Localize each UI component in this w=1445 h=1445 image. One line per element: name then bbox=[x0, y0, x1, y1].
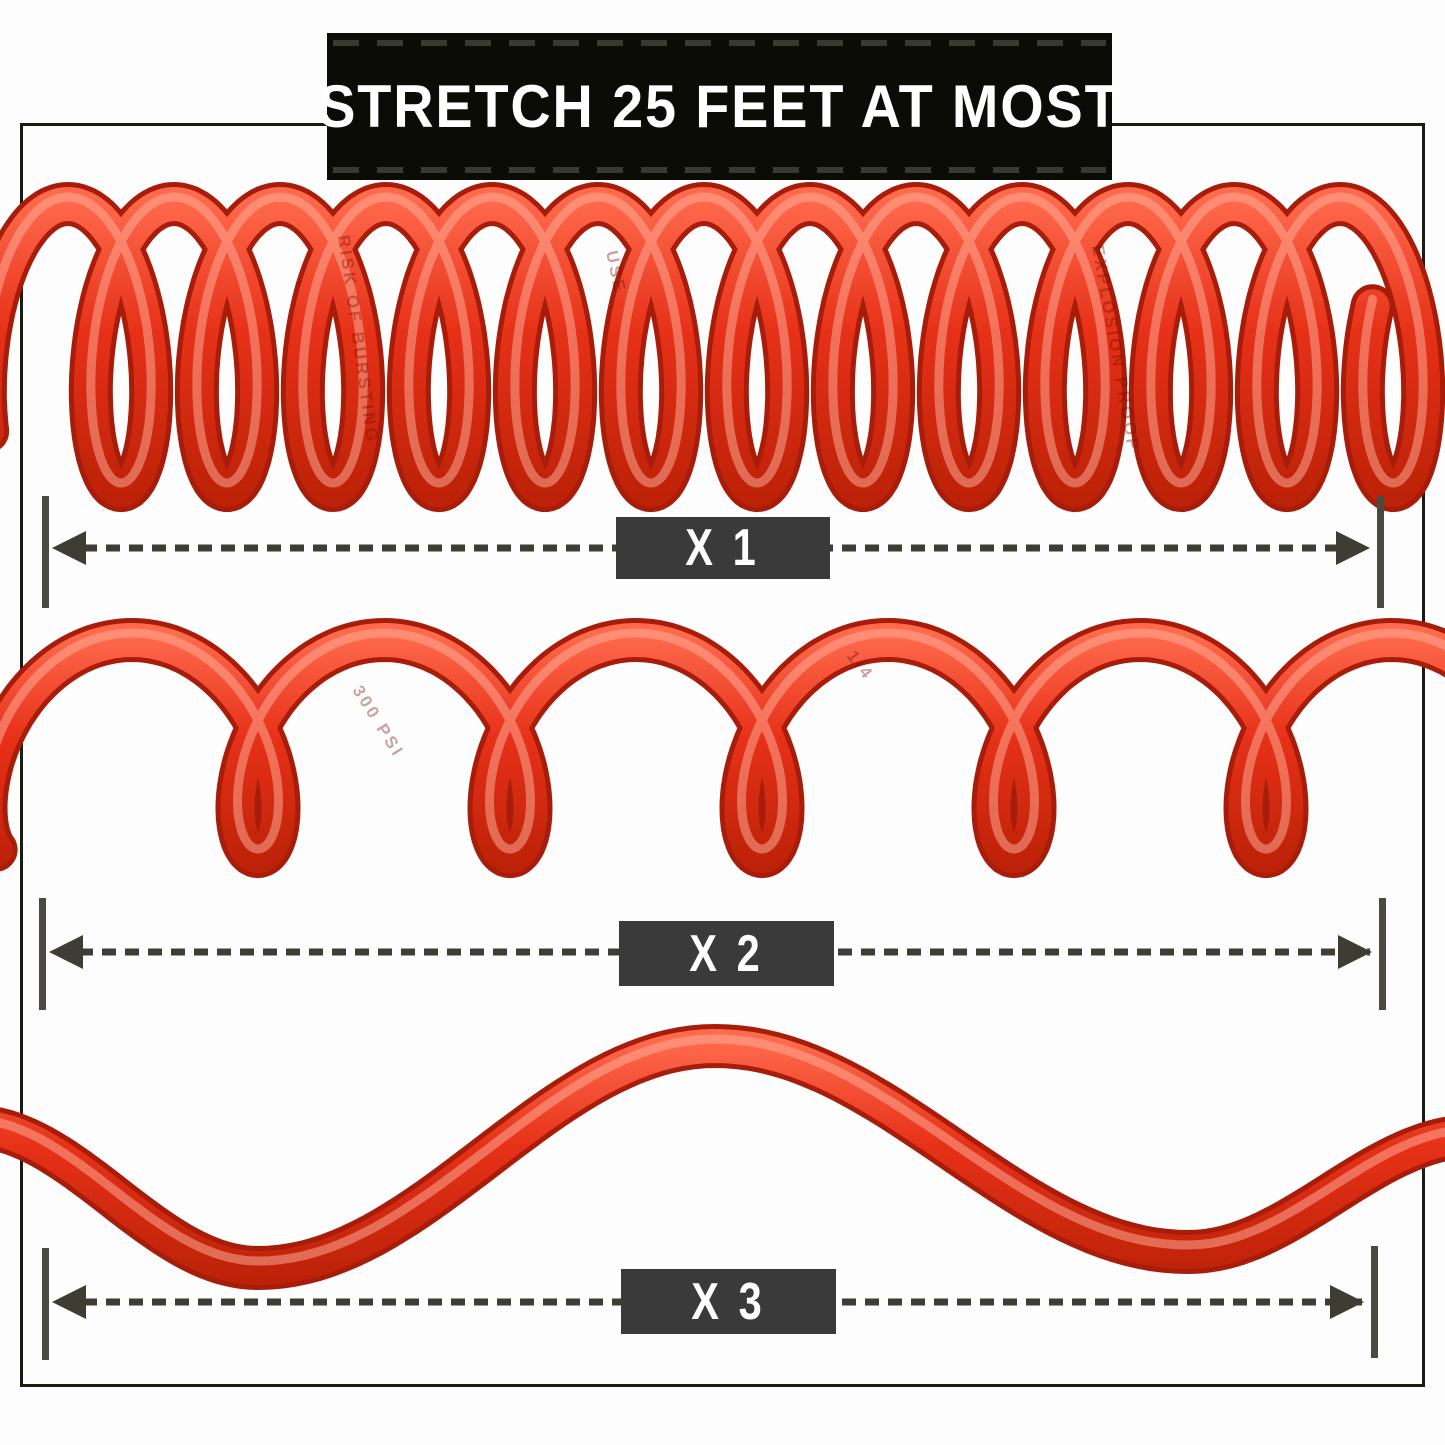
arrowhead-right-icon bbox=[1330, 1285, 1364, 1319]
hose-gloss-highlight bbox=[0, 1034, 1445, 1266]
hose-wave-x3 bbox=[0, 1023, 1445, 1291]
arrowhead-left-icon bbox=[52, 531, 86, 565]
coil-tight-x1: RISK OF BURSTING EXPLOSION PROOF USE bbox=[0, 181, 1445, 513]
arrowhead-left-icon bbox=[49, 935, 83, 969]
end-cap-right bbox=[1371, 1246, 1378, 1358]
title-banner: STRETCH 25 FEET AT MOST bbox=[318, 33, 1119, 180]
end-cap-left bbox=[42, 1248, 49, 1360]
arrowhead-right-icon bbox=[1338, 935, 1372, 969]
hose-wave bbox=[0, 1028, 1445, 1286]
stretch-ratio-label-x2: X 2 bbox=[619, 921, 834, 986]
ratio-text: X 1 bbox=[685, 519, 761, 577]
end-cap-left bbox=[39, 898, 46, 1010]
end-cap-right bbox=[1377, 496, 1384, 608]
stretch-ratio-label-x1: X 1 bbox=[616, 517, 830, 579]
ratio-text: X 2 bbox=[689, 924, 764, 983]
arrowhead-right-icon bbox=[1336, 531, 1370, 565]
end-cap-left bbox=[42, 496, 49, 608]
end-cap-right bbox=[1379, 898, 1386, 1010]
title-text: STRETCH 25 FEET AT MOST bbox=[318, 73, 1121, 140]
arrowhead-left-icon bbox=[52, 1285, 86, 1319]
ratio-text: X 3 bbox=[691, 1272, 766, 1331]
hose-gloss-highlight bbox=[0, 192, 1428, 488]
stretch-ratio-label-x3: X 3 bbox=[621, 1269, 836, 1334]
hose-gloss-highlight bbox=[0, 628, 1445, 854]
